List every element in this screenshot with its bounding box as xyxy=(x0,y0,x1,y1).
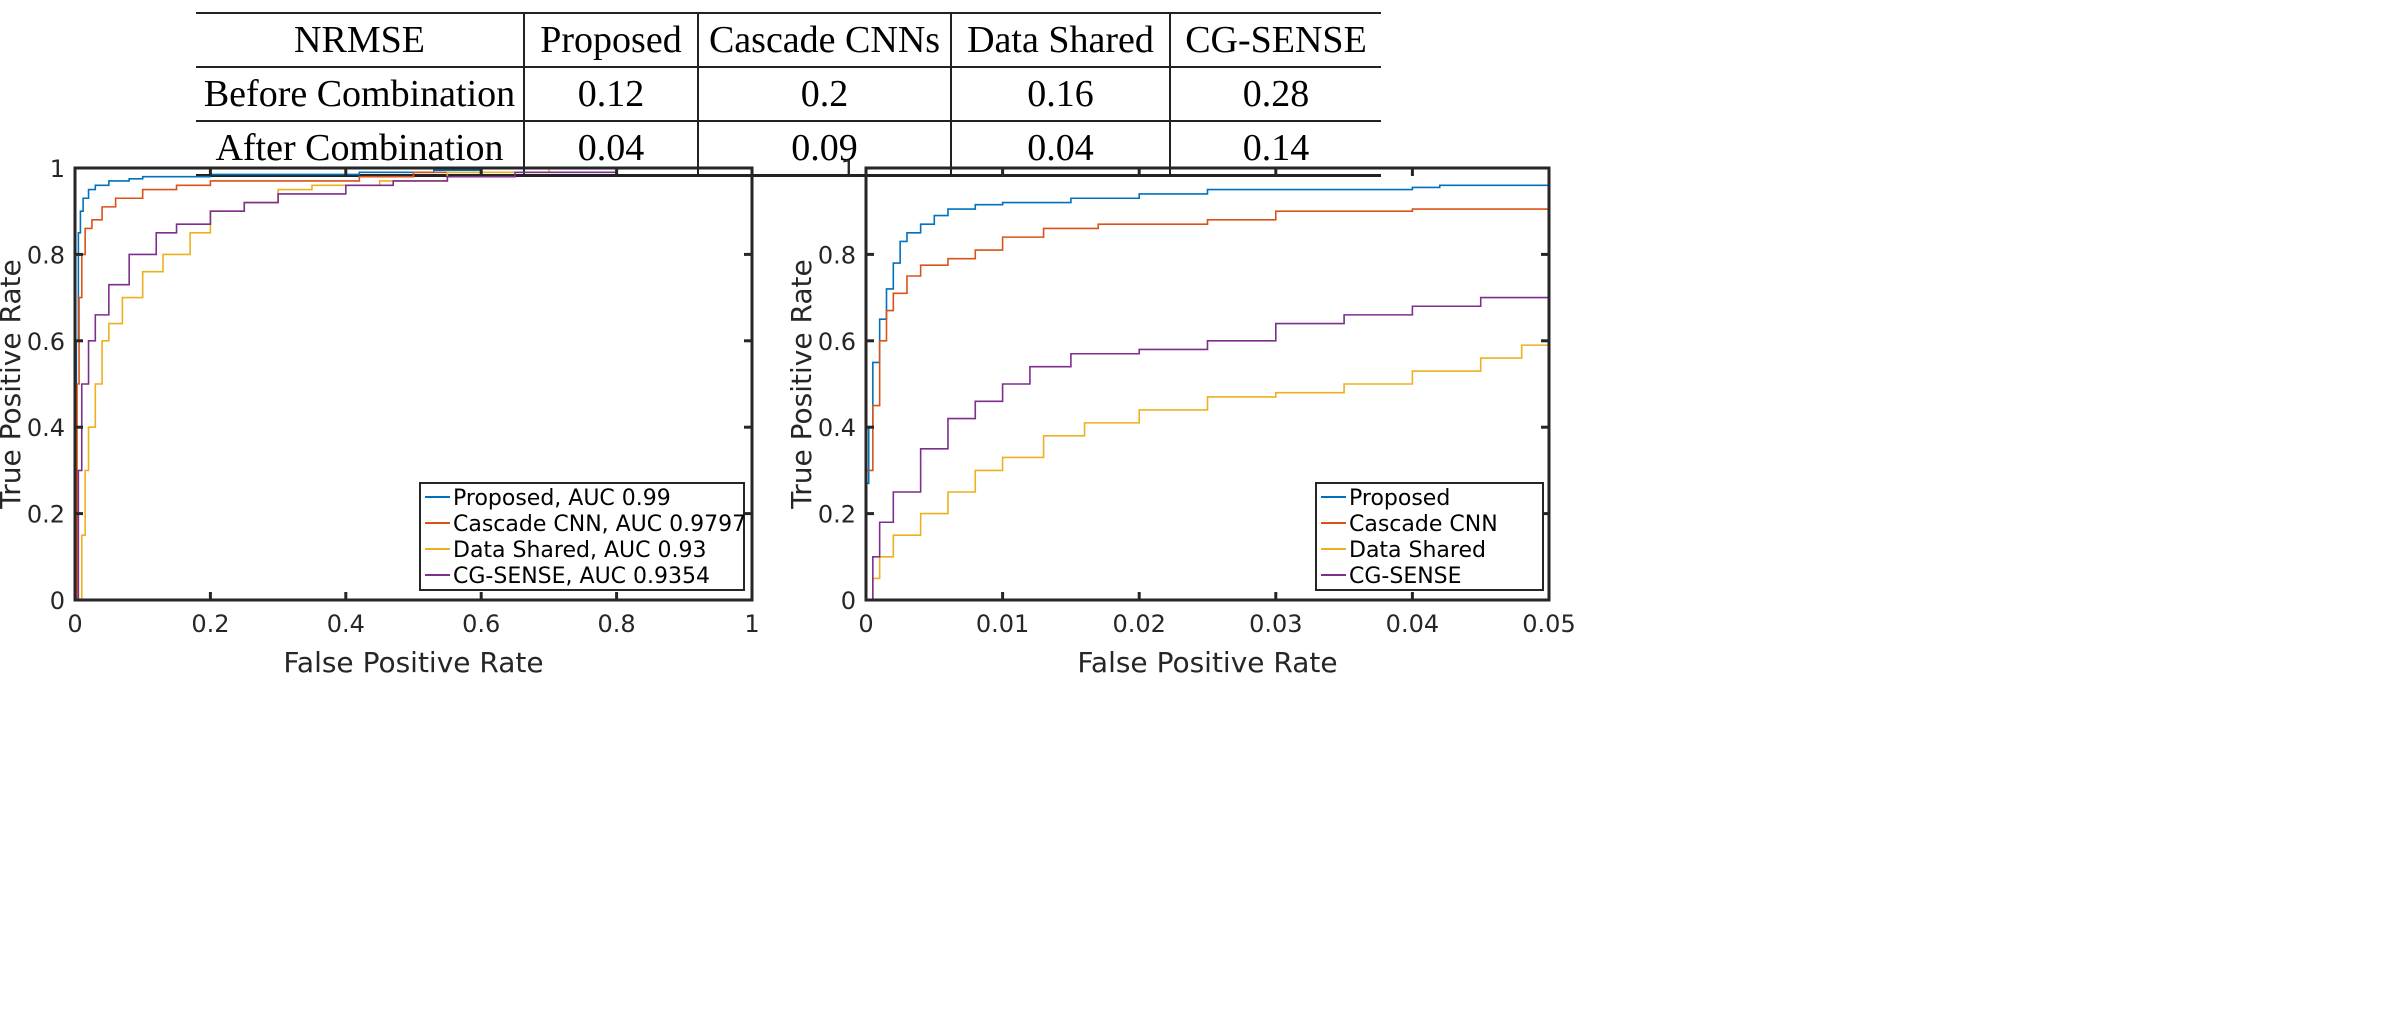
y-tick-label: 0 xyxy=(50,587,65,615)
table-cell: 0.04 xyxy=(950,121,1170,176)
y-tick-label: 1 xyxy=(50,155,65,183)
legend-entry: Cascade CNN xyxy=(1349,512,1498,537)
y-tick-label: 0.4 xyxy=(27,414,65,442)
table-cell: After Combination xyxy=(215,127,504,169)
x-tick-label: 0.01 xyxy=(976,610,1029,638)
series-line-1 xyxy=(866,184,1549,485)
y-axis-label: True Positive Rate xyxy=(0,259,27,509)
y-tick-label: 0.8 xyxy=(818,241,856,269)
legend-entry: Data Shared xyxy=(1349,538,1486,563)
legend-box xyxy=(1315,482,1544,591)
y-tick-label: 1 xyxy=(841,155,856,183)
axes-box xyxy=(864,166,1551,602)
x-tick-label: 0.6 xyxy=(462,610,500,638)
table-header-cell: Proposed xyxy=(523,13,698,68)
series-line-2 xyxy=(866,206,1550,472)
nrmse-table: NRMSE Proposed Cascade CNNs Data Shared … xyxy=(196,12,1381,177)
x-tick-label: 0 xyxy=(67,610,82,638)
x-tick-label: 1 xyxy=(744,610,759,638)
table-row: After Combination 0.04 0.09 0.04 0.14 xyxy=(196,121,1381,176)
x-tick-label: 0.02 xyxy=(1112,610,1165,638)
legend-entry: CG-SENSE, AUC 0.9354 xyxy=(453,564,710,589)
series-line-4 xyxy=(866,284,1550,601)
table-header-cell: CG-SENSE xyxy=(1169,13,1381,68)
x-axis-label: False Positive Rate xyxy=(283,646,543,679)
table-cell: 0.2 xyxy=(697,67,951,122)
legend-entry: Proposed xyxy=(1349,486,1450,511)
table-cell: Before Combination xyxy=(196,67,524,122)
x-axis-label: False Positive Rate xyxy=(1077,646,1337,679)
table-cell: 0.12 xyxy=(523,67,698,122)
y-tick-label: 0.8 xyxy=(27,241,65,269)
y-tick-label: 0.2 xyxy=(818,501,856,529)
series-line-2 xyxy=(75,167,752,601)
legend-entry: Data Shared, AUC 0.93 xyxy=(453,538,706,563)
legend-entry: Cascade CNN, AUC 0.9797 xyxy=(453,512,746,537)
series-line-3 xyxy=(866,332,1550,601)
x-tick-label: 0.04 xyxy=(1386,610,1439,638)
table-cell: 0.14 xyxy=(1169,121,1381,176)
series-line-1 xyxy=(75,167,752,601)
y-tick-label: 0 xyxy=(841,587,856,615)
table-cell: 0.09 xyxy=(697,121,951,176)
table-header-cell: Cascade CNNs xyxy=(697,13,951,68)
x-tick-label: 0.8 xyxy=(598,610,636,638)
legend-box xyxy=(419,482,745,591)
series-line-4 xyxy=(75,167,752,601)
x-tick-label: 0.2 xyxy=(191,610,229,638)
axes-box xyxy=(73,166,754,602)
y-axis-label: True Positive Rate xyxy=(785,259,818,509)
table-cell: 0.04 xyxy=(523,121,698,176)
y-tick-label: 0.6 xyxy=(818,328,856,356)
x-tick-label: 0.05 xyxy=(1522,610,1575,638)
x-tick-label: 0 xyxy=(858,610,873,638)
chart-1: 0 0.2 0.4 0.6 0.8 1 0 0.2 0.4 0.6 0.8 1 False Positi… xyxy=(0,155,760,679)
table-cell: 0.28 xyxy=(1169,67,1381,122)
chart-2: 0 0.01 0.02 0.03 0.04 0.05 0 0.2 0.4 0.6 0.8 1 False… xyxy=(785,155,1576,679)
x-tick-label: 0.4 xyxy=(327,610,365,638)
x-tick-label: 0.03 xyxy=(1249,610,1302,638)
legend-entry: CG-SENSE xyxy=(1349,564,1462,589)
table-header-row: NRMSE Proposed Cascade CNNs Data Shared … xyxy=(196,13,1381,68)
table-cell: 0.16 xyxy=(950,67,1170,122)
table-header-cell: Data Shared xyxy=(950,13,1170,68)
table-row: Before Combination 0.12 0.2 0.16 0.28 xyxy=(196,67,1381,122)
y-tick-label: 0.6 xyxy=(27,328,65,356)
y-tick-label: 0.2 xyxy=(27,501,65,529)
table-header-cell: NRMSE xyxy=(196,13,524,68)
y-tick-label: 0.4 xyxy=(818,414,856,442)
legend-entry: Proposed, AUC 0.99 xyxy=(453,486,671,511)
